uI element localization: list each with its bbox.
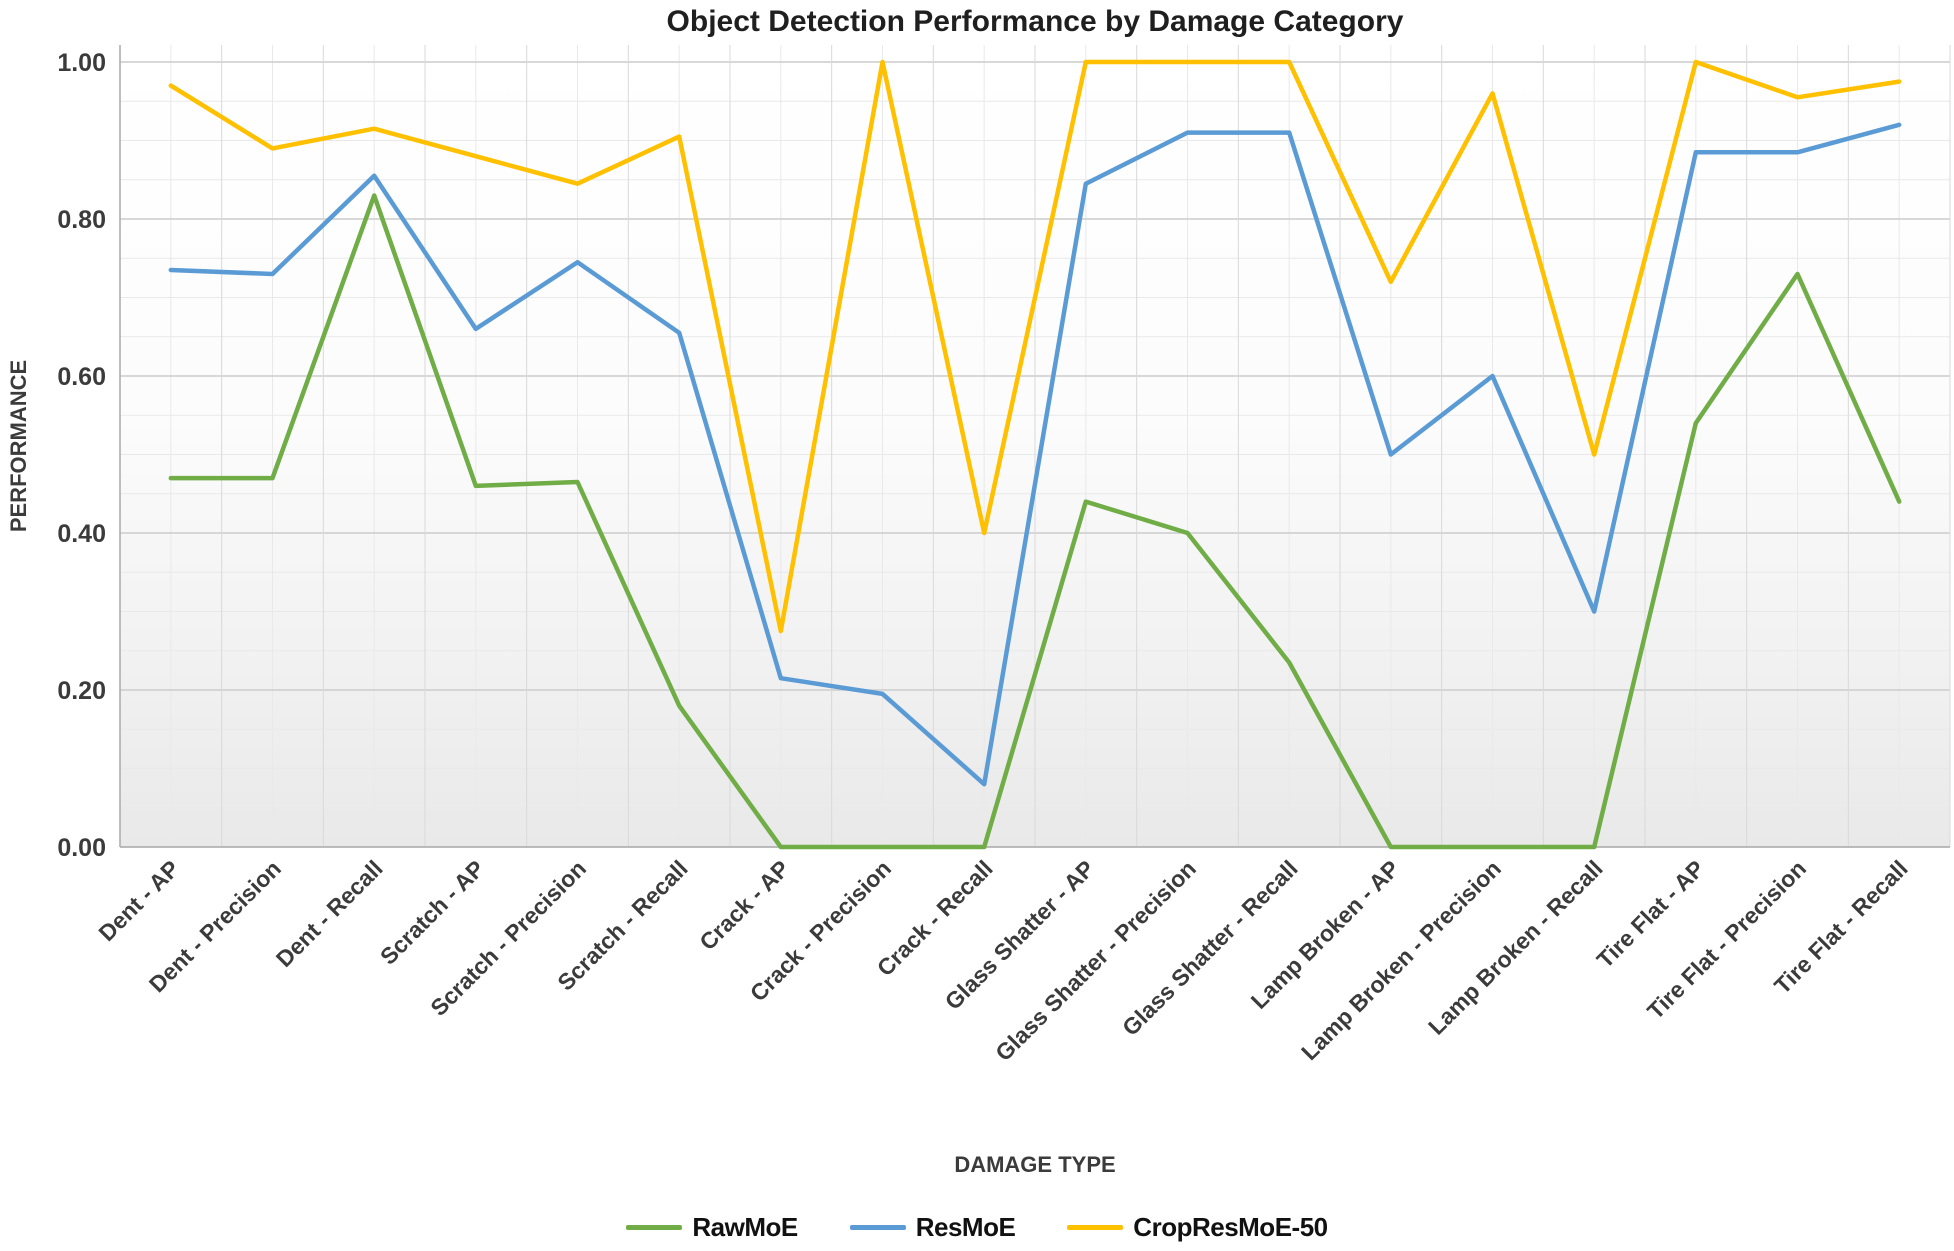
- x-tick-label: Crack - AP: [694, 855, 794, 955]
- series-line-rawmoe: [168, 193, 1902, 850]
- legend-item-rawmoe: RawMoE: [626, 1212, 798, 1243]
- legend-swatch-resmoe: [849, 1225, 906, 1230]
- y-tick-label: 1.00: [57, 49, 106, 77]
- legend: RawMoE ResMoE CropResMoE-50: [0, 1212, 1954, 1243]
- y-tick-label: 0.40: [57, 520, 106, 548]
- y-tick-label: 0.60: [57, 363, 106, 391]
- legend-swatch-rawmoe: [626, 1225, 683, 1230]
- legend-label: CropResMoE-50: [1133, 1212, 1328, 1242]
- x-tick-label: Lamp Broken - Recall: [1423, 855, 1608, 1040]
- x-tick-label: Glass Shatter - Recall: [1117, 855, 1303, 1041]
- y-axis-title: PERFORMANCE: [6, 360, 31, 532]
- y-tick-label: 0.80: [57, 206, 106, 234]
- series-line-cropresmoe-50: [168, 59, 1902, 634]
- x-tick-label: Lamp Broken - Precision: [1296, 855, 1506, 1065]
- x-tick-label: Scratch - AP: [375, 855, 489, 969]
- y-tick-label: 0.00: [57, 834, 106, 862]
- x-tick-label: Dent - AP: [93, 855, 184, 946]
- chart-title: Object Detection Performance by Damage C…: [667, 5, 1404, 38]
- legend-item-resmoe: ResMoE: [849, 1212, 1016, 1243]
- legend-label: RawMoE: [692, 1212, 798, 1242]
- x-tick-label: Dent - Recall: [271, 855, 388, 972]
- y-tick-labels: 0.00 0.20 0.40 0.60 0.80 1.00: [57, 49, 106, 862]
- legend-item-cropresmoe-50: CropResMoE-50: [1067, 1212, 1328, 1243]
- x-axis-title: DAMAGE TYPE: [954, 1152, 1115, 1177]
- x-tick-label: Glass Shatter - Precision: [990, 855, 1201, 1066]
- legend-label: ResMoE: [915, 1212, 1016, 1242]
- series-line-resmoe: [168, 122, 1902, 787]
- y-tick-label: 0.20: [57, 677, 106, 705]
- legend-swatch-cropresmoe-50: [1067, 1225, 1124, 1230]
